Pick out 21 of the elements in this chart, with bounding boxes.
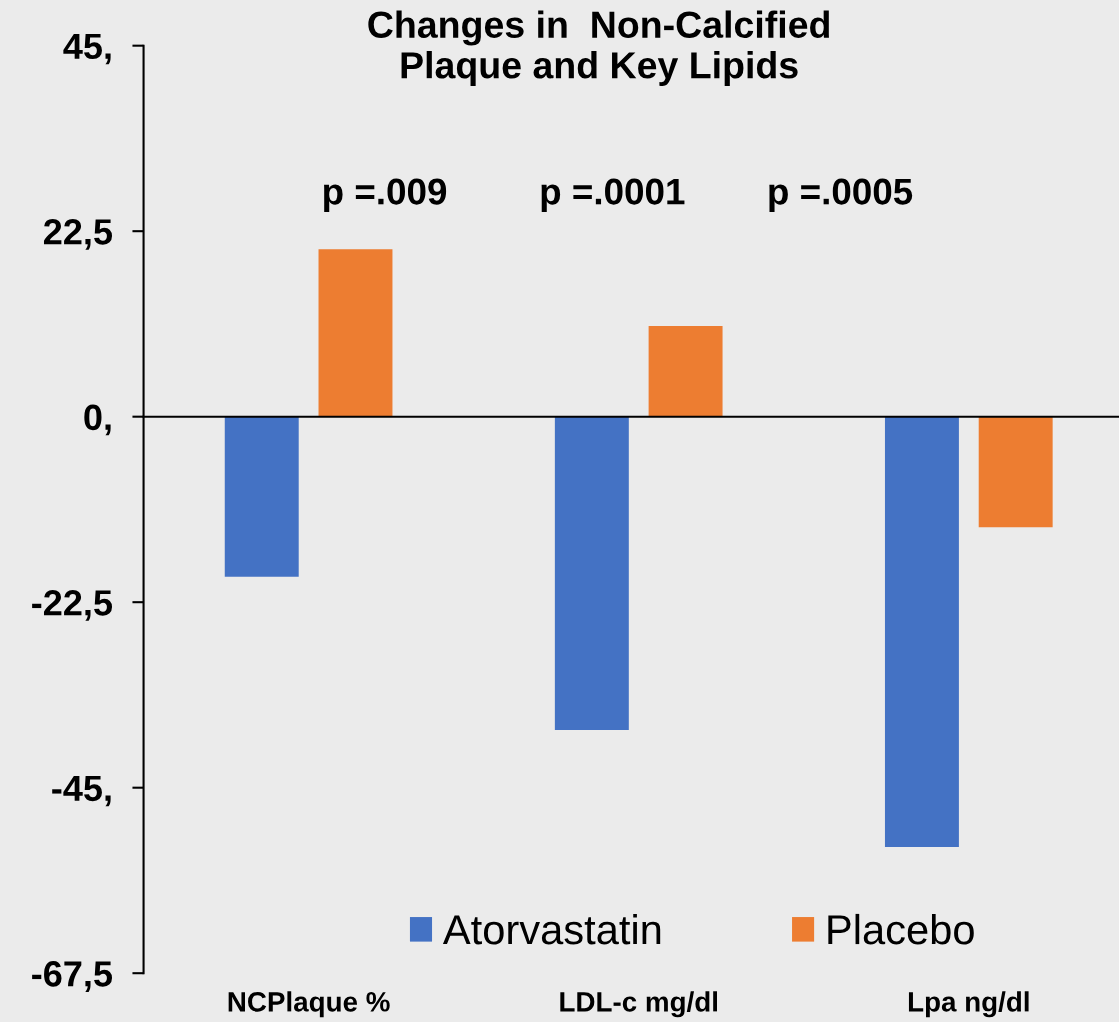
bar [318,249,393,417]
y-tick-label: -22,5 [32,590,113,621]
annotation: p =.0005 [769,178,913,212]
annotation: p =.0001 [541,178,685,212]
y-tick-label: 22,5 [43,219,113,250]
y-tick-label: -67,5 [32,961,113,992]
bar [978,416,1053,528]
legend-label: Atorvastatin [442,913,661,945]
y-tick-label: -45, [52,775,111,807]
x-tick-label: Lpa ng/dl [908,991,1029,1018]
x-tick-label: NCPlaque % [228,991,390,1018]
bar [554,416,629,730]
bar [224,416,299,577]
annotation: p =.009 [324,178,447,212]
x-tick-label: LDL-c mg/dl [560,991,717,1018]
bar [884,416,959,848]
legend-label: Placebo [828,913,974,945]
chart-title: Changes in Non-Calcified Plaque and Key Lipids [368,10,829,86]
bar [648,326,723,417]
y-tick-label: 45, [63,33,111,65]
y-tick-label: 0, [84,404,111,436]
